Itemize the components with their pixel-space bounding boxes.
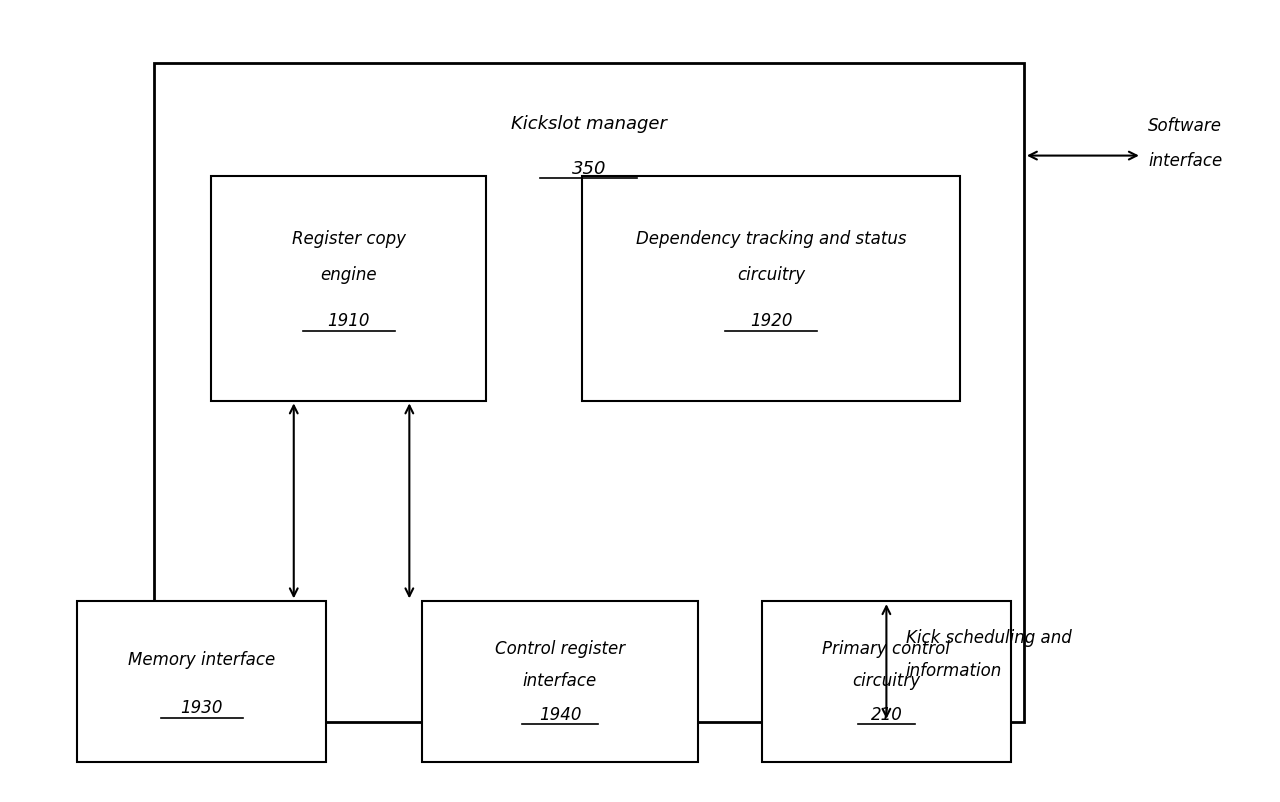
- Text: Dependency tracking and status: Dependency tracking and status: [636, 230, 906, 248]
- Text: 1940: 1940: [539, 705, 581, 723]
- Text: engine: engine: [320, 266, 378, 284]
- Bar: [422, 602, 698, 762]
- Text: Kick scheduling and: Kick scheduling and: [906, 629, 1071, 646]
- Bar: [154, 64, 1024, 722]
- Text: 1910: 1910: [328, 312, 370, 330]
- Text: Kickslot manager: Kickslot manager: [511, 115, 667, 133]
- Text: 210: 210: [870, 705, 902, 723]
- Text: Memory interface: Memory interface: [128, 650, 275, 668]
- Text: circuitry: circuitry: [852, 671, 920, 689]
- Text: information: information: [906, 661, 1002, 678]
- Bar: [762, 602, 1011, 762]
- Text: Primary control: Primary control: [823, 639, 950, 657]
- Bar: [77, 602, 326, 762]
- Text: Software: Software: [1148, 117, 1222, 135]
- Bar: [211, 176, 486, 401]
- Text: interface: interface: [522, 671, 598, 689]
- Text: Control register: Control register: [495, 639, 625, 657]
- Text: interface: interface: [1148, 152, 1222, 169]
- Text: 1920: 1920: [750, 312, 792, 330]
- Text: circuitry: circuitry: [737, 266, 805, 284]
- Text: 350: 350: [572, 160, 605, 177]
- Text: Register copy: Register copy: [292, 230, 406, 248]
- Bar: [582, 176, 960, 401]
- Text: 1930: 1930: [180, 699, 223, 716]
